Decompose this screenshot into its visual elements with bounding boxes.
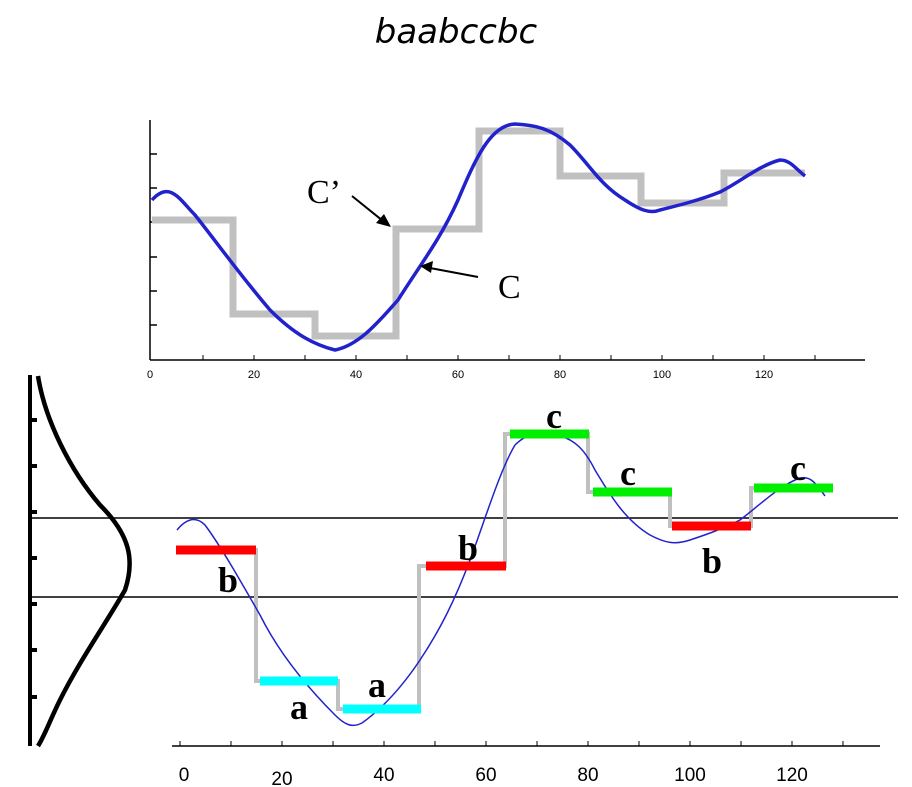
bottom-x-tick-label: 40 bbox=[373, 765, 394, 786]
top-x-tick-label: 40 bbox=[350, 369, 362, 381]
top-paa-approximation bbox=[152, 127, 805, 340]
bottom-x-tick-label: 20 bbox=[271, 769, 292, 787]
approximation-arrowhead bbox=[376, 214, 391, 227]
top-plot: 0 20 40 60 80 100 120 C’ C bbox=[147, 120, 865, 381]
bottom-x-tick-label: 100 bbox=[674, 765, 706, 786]
top-y-ticks bbox=[150, 153, 157, 326]
symbol-segments bbox=[176, 429, 833, 714]
top-x-tick-label: 60 bbox=[452, 369, 464, 381]
top-x-tick-label: 0 bbox=[147, 369, 153, 381]
symbol-letter: c bbox=[620, 453, 636, 493]
top-x-tick-label: 20 bbox=[248, 369, 260, 381]
top-x-tick-labels: 0 20 40 60 80 100 120 bbox=[147, 369, 773, 381]
symbol-letter: a bbox=[290, 687, 308, 727]
top-x-tick-label: 80 bbox=[554, 369, 566, 381]
bottom-x-tick-labels: 0 20 40 60 80 100 120 bbox=[179, 765, 808, 787]
gaussian-axis-ticks bbox=[30, 418, 37, 699]
original-arrowhead bbox=[420, 261, 433, 273]
bottom-original-series bbox=[176, 432, 826, 727]
original-arrow bbox=[429, 267, 479, 278]
bottom-x-tick-label: 0 bbox=[179, 765, 190, 786]
bottom-x-tick-label: 60 bbox=[475, 765, 496, 786]
symbol-letters: b a a b c c b c bbox=[218, 396, 806, 727]
bottom-plot: 0 20 40 60 80 100 120 b a a b bbox=[28, 375, 898, 787]
top-x-tick-label: 120 bbox=[755, 369, 773, 381]
top-x-tick-label: 100 bbox=[653, 369, 671, 381]
top-x-ticks bbox=[202, 355, 816, 360]
approximation-label: C’ bbox=[307, 174, 341, 211]
approximation-arrow bbox=[351, 195, 384, 222]
bottom-x-tick-label: 120 bbox=[776, 765, 808, 786]
symbol-letter: c bbox=[790, 448, 806, 488]
symbol-letter: b bbox=[458, 528, 478, 568]
original-label: C bbox=[498, 269, 521, 306]
symbol-letter: c bbox=[546, 396, 562, 436]
top-original-series bbox=[150, 122, 807, 352]
symbol-letter: b bbox=[218, 560, 238, 600]
bottom-x-ticks bbox=[179, 741, 844, 746]
page-title: baabccbc bbox=[374, 12, 538, 52]
symbol-letter: a bbox=[368, 665, 386, 705]
bottom-paa-approximation bbox=[176, 432, 832, 711]
gaussian-curve bbox=[35, 375, 132, 748]
symbol-letter: b bbox=[702, 541, 722, 581]
bottom-x-tick-label: 80 bbox=[577, 765, 598, 786]
